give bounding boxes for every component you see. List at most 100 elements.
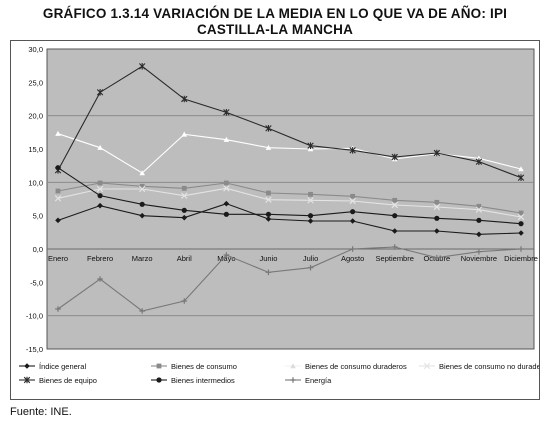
series-line-3 bbox=[57, 187, 522, 218]
data-point bbox=[307, 264, 314, 271]
legend-swatch-marker bbox=[23, 376, 31, 384]
data-point bbox=[434, 199, 440, 205]
data-point bbox=[392, 197, 398, 203]
y-tick-label: 30,0 bbox=[28, 45, 43, 54]
data-point bbox=[265, 269, 272, 276]
data-point bbox=[307, 197, 314, 204]
data-point bbox=[97, 144, 103, 150]
source-note: Fuente: INE. bbox=[10, 406, 72, 418]
x-tick-label: Abril bbox=[177, 254, 192, 263]
data-point bbox=[349, 246, 356, 252]
data-point bbox=[476, 217, 482, 223]
plot-area bbox=[46, 48, 535, 350]
series-line-0 bbox=[57, 203, 522, 235]
data-point bbox=[391, 244, 398, 250]
data-point bbox=[55, 165, 61, 171]
data-point bbox=[181, 207, 187, 213]
y-tick-label: 15,0 bbox=[28, 145, 43, 154]
data-point bbox=[518, 246, 524, 252]
data-point bbox=[55, 306, 61, 312]
data-point bbox=[55, 217, 61, 224]
series-line-5 bbox=[57, 167, 522, 225]
legend-label: Bienes de consumo bbox=[171, 362, 237, 371]
y-tick-label: -15,0 bbox=[26, 345, 43, 354]
data-point bbox=[350, 193, 356, 199]
legend-swatch-marker bbox=[24, 363, 30, 369]
data-point bbox=[138, 63, 146, 70]
data-point bbox=[97, 180, 103, 186]
legend-swatch-marker bbox=[156, 363, 162, 369]
data-point bbox=[265, 196, 272, 203]
data-point bbox=[181, 192, 188, 199]
legend-swatch-marker bbox=[156, 377, 162, 383]
data-point bbox=[223, 185, 230, 192]
data-point bbox=[181, 214, 188, 221]
series-line-6 bbox=[57, 246, 522, 312]
data-point bbox=[265, 144, 272, 150]
data-point bbox=[139, 308, 145, 314]
data-point bbox=[265, 216, 272, 222]
data-point bbox=[55, 188, 61, 194]
data-point bbox=[139, 183, 145, 189]
x-tick-label: Noviembre bbox=[461, 254, 497, 263]
legend-swatch-marker bbox=[423, 362, 431, 370]
x-tick-label: Septiembre bbox=[376, 254, 414, 263]
data-point bbox=[391, 153, 398, 161]
data-point bbox=[223, 136, 230, 142]
data-point bbox=[391, 228, 398, 234]
x-tick-label: Agosto bbox=[341, 254, 364, 263]
data-point bbox=[476, 248, 482, 255]
data-point bbox=[307, 213, 314, 219]
data-point bbox=[517, 213, 525, 221]
data-point bbox=[518, 221, 524, 227]
data-point bbox=[139, 201, 145, 207]
chart-title-line-2: CASTILLA-LA MANCHA bbox=[196, 22, 354, 37]
x-tick-label: Enero bbox=[48, 254, 68, 263]
data-point bbox=[97, 276, 103, 282]
x-tick-label: Junio bbox=[259, 254, 277, 263]
legend-label: Energía bbox=[305, 376, 332, 385]
data-point bbox=[476, 231, 482, 238]
series-line-4 bbox=[57, 65, 522, 179]
data-point bbox=[392, 213, 398, 219]
data-point bbox=[181, 131, 188, 137]
data-point bbox=[223, 211, 229, 217]
data-point bbox=[181, 298, 188, 304]
data-point bbox=[434, 254, 440, 261]
data-point bbox=[223, 180, 229, 186]
data-point bbox=[476, 155, 482, 161]
data-point bbox=[223, 200, 230, 207]
chart-frame: 30,0 25,0 20,0 15,0 10,0 5,0 0,0 -5,0 -10,0 -15,0… bbox=[10, 40, 540, 400]
data-point bbox=[97, 202, 103, 209]
legend-label: Bienes intermedios bbox=[171, 376, 235, 385]
y-tick-label: -5,0 bbox=[30, 278, 43, 287]
data-point bbox=[391, 201, 398, 209]
data-point bbox=[265, 211, 272, 217]
x-tick-label: Febrero bbox=[87, 254, 113, 263]
legend-label: Índice general bbox=[39, 362, 86, 371]
data-point bbox=[434, 215, 440, 221]
legend-swatch-marker bbox=[290, 363, 296, 369]
x-tick-label: Mayo bbox=[217, 254, 235, 263]
series-line-1 bbox=[57, 182, 522, 214]
data-point bbox=[223, 109, 230, 116]
data-point bbox=[433, 203, 441, 211]
data-point bbox=[181, 185, 187, 191]
x-tick-label: Diciembre bbox=[504, 254, 538, 263]
data-point bbox=[181, 95, 188, 103]
data-point bbox=[308, 191, 313, 197]
y-tick-label: 20,0 bbox=[28, 112, 43, 121]
data-point bbox=[138, 185, 146, 193]
data-point bbox=[475, 206, 483, 213]
data-point bbox=[517, 174, 525, 181]
x-tick-label: Julio bbox=[303, 254, 318, 263]
data-point bbox=[96, 89, 104, 96]
data-point bbox=[349, 147, 356, 154]
legend-label: Bienes de equipo bbox=[39, 376, 97, 385]
legend-label: Bienes de consumo duraderos bbox=[305, 362, 407, 371]
data-point bbox=[54, 195, 62, 202]
data-point bbox=[518, 210, 524, 216]
y-tick-label: 5,0 bbox=[33, 212, 43, 221]
legend-label: Bienes de consumo no duraderos bbox=[439, 362, 539, 371]
x-tick-label: Marzo bbox=[132, 254, 153, 263]
